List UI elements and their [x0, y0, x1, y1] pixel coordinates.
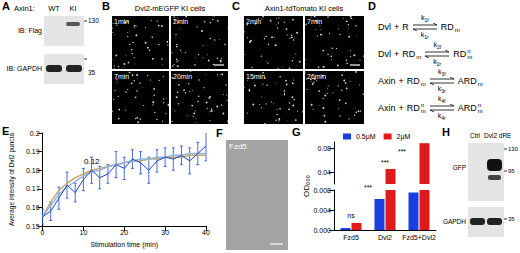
html-text:A Axin1:: A Axin1: — [2, 0, 35, 13]
svg-text:***: *** — [364, 184, 372, 191]
html-text:Axin1-tdTomato KI cells: Axin1-tdTomato KI cells — [264, 4, 344, 13]
html-text:G: G — [292, 126, 301, 138]
svg-text:0.15: 0.15 — [26, 223, 40, 230]
html-text:20min: 20min — [173, 73, 193, 80]
svg-text:2μM: 2μM — [397, 133, 411, 141]
svg-text:20: 20 — [120, 229, 128, 236]
svg-text:0.19: 0.19 — [26, 148, 40, 155]
html-text:26min: 26min — [307, 73, 327, 80]
html-text:RDm: RDm — [440, 21, 460, 34]
html-text:F: F — [216, 127, 223, 139]
html-text:k1r: k1r — [420, 31, 429, 41]
html-text:GFP: GFP — [452, 164, 466, 171]
html-text:m: m — [467, 54, 473, 61]
html-text:7min: 7min — [114, 73, 130, 80]
html-text:Dvl2-mEGFP KI cells: Dvl2-mEGFP KI cells — [134, 4, 206, 13]
svg-text:0.2: 0.2 — [30, 130, 40, 137]
svg-text:***: *** — [381, 159, 389, 166]
html-text:35: 35 — [88, 69, 96, 76]
html-text:130: 130 — [88, 17, 99, 24]
html-text:D: D — [368, 0, 376, 12]
html-text:Dvl + RDm: Dvl + RDm — [378, 48, 422, 61]
html-text:Fzd5: Fzd5 — [229, 142, 247, 151]
html-text:k1f: k1f — [420, 14, 429, 24]
html-text:k4f: k4f — [437, 95, 446, 105]
html-text:RDn: RDn — [453, 48, 471, 59]
html-text:KI: KI — [69, 4, 77, 13]
html-text:95: 95 — [508, 168, 515, 174]
svg-text:ns: ns — [347, 212, 355, 219]
html-text:IB: Flag: IB: Flag — [17, 27, 42, 34]
html-text:k4r: k4r — [437, 112, 446, 122]
svg-text:0.04: 0.04 — [317, 169, 331, 176]
svg-text:0.16: 0.16 — [26, 204, 40, 211]
html-text:k2f: k2f — [433, 41, 442, 51]
html-text:B: B — [102, 0, 110, 12]
svg-text:40: 40 — [202, 229, 210, 236]
html-text:Axin + RDm: Axin + RDm — [378, 75, 426, 88]
svg-text:OD₆₀₀: OD₆₀₀ — [302, 175, 311, 197]
svg-text:Dvl2: Dvl2 — [378, 234, 392, 241]
svg-text:Fzd5+Dvl2: Fzd5+Dvl2 — [402, 234, 436, 241]
html-text:130: 130 — [508, 146, 518, 152]
html-text:m: m — [477, 108, 483, 115]
svg-text:30: 30 — [161, 229, 169, 236]
html-text:1min: 1min — [114, 18, 130, 25]
svg-text:Stimulation time (min): Stimulation time (min) — [90, 241, 158, 249]
svg-text:Average intensity of Dvl2 punc: Average intensity of Dvl2 puncta — [8, 133, 16, 226]
svg-text:***: *** — [398, 148, 406, 155]
svg-text:Fzd5: Fzd5 — [343, 234, 359, 241]
html-text:7min: 7min — [307, 18, 323, 25]
svg-text:0.08: 0.08 — [317, 145, 331, 152]
html-text:k3f: k3f — [437, 68, 446, 78]
html-text:15min: 15min — [246, 73, 266, 80]
svg-text:10: 10 — [79, 229, 87, 236]
html-text:k3r: k3r — [437, 85, 446, 95]
html-text:E: E — [2, 125, 10, 137]
html-text:m: m — [420, 108, 426, 115]
html-text:Dvl2 dRE: Dvl2 dRE — [484, 132, 512, 139]
html-text:GAPDH: GAPDH — [442, 218, 466, 225]
svg-text:0.12: 0.12 — [84, 157, 100, 166]
svg-text:0.18: 0.18 — [26, 167, 40, 174]
html-text:C: C — [232, 0, 240, 12]
svg-text:0.17: 0.17 — [26, 185, 40, 192]
svg-text:0.008: 0.008 — [313, 187, 331, 194]
html-text:Axin + RDn: Axin + RDn — [378, 102, 425, 113]
html-text:IB: GAPDH: IB: GAPDH — [6, 65, 42, 72]
svg-text:0.5μM: 0.5μM — [356, 133, 376, 141]
html-text:2min: 2min — [173, 18, 189, 25]
html-text:WT: WT — [48, 4, 60, 13]
svg-text:0.004: 0.004 — [313, 207, 331, 214]
html-text:2min: 2min — [246, 18, 262, 25]
svg-text:0.000: 0.000 — [313, 227, 331, 234]
html-text:35: 35 — [508, 216, 515, 222]
html-text:Ctrl: Ctrl — [469, 132, 481, 139]
svg-text:0: 0 — [41, 229, 45, 236]
html-text:Dvl + R: Dvl + R — [378, 21, 409, 32]
html-text:ARDn: ARDn — [457, 102, 482, 113]
html-text:ARDm: ARDm — [457, 75, 483, 88]
html-text:k2r: k2r — [433, 58, 442, 68]
html-text:H: H — [442, 126, 450, 138]
